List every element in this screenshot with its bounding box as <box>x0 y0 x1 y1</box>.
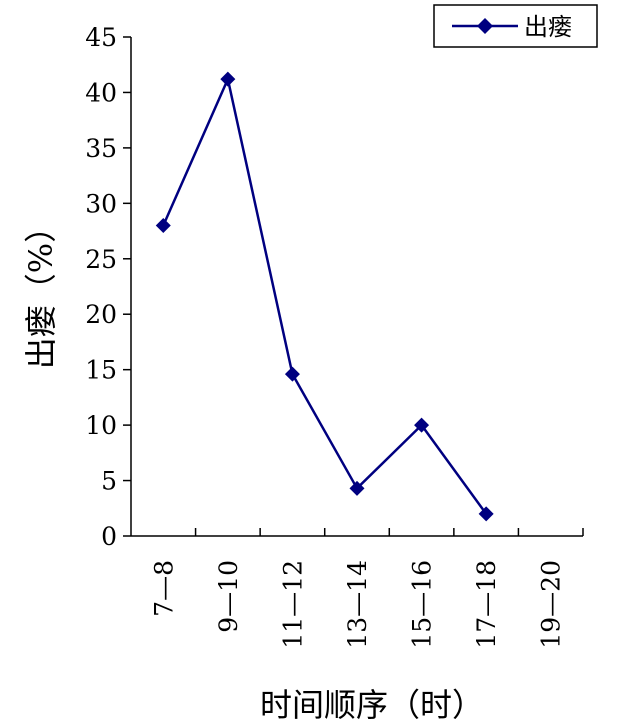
x-tick-label: 9—10 <box>214 560 243 633</box>
y-tick-label: 25 <box>85 245 117 274</box>
y-tick-label: 40 <box>85 78 117 107</box>
data-point-marker <box>155 218 171 234</box>
legend-diamond-marker <box>477 18 493 34</box>
x-tick-label: 7—8 <box>149 560 178 617</box>
data-point-marker <box>284 366 300 382</box>
x-tick-label: 17—18 <box>472 560 501 649</box>
y-tick-label: 35 <box>85 134 117 163</box>
y-tick-label: 15 <box>85 356 117 385</box>
x-tick-label: 11—12 <box>278 560 307 649</box>
y-tick-label: 10 <box>85 411 117 440</box>
data-point-marker <box>478 506 494 522</box>
legend-label: 出瘘 <box>524 13 572 41</box>
y-tick-label: 45 <box>85 23 117 52</box>
y-axis-title: 出瘘（%） <box>22 211 60 369</box>
data-point-marker <box>220 71 236 87</box>
x-tick-label: 15—16 <box>408 560 437 649</box>
legend: 出瘘 <box>433 4 598 48</box>
series-line <box>162 77 488 515</box>
y-tick-label: 20 <box>85 300 117 329</box>
data-point-marker <box>349 480 365 496</box>
data-point-marker <box>414 417 430 433</box>
x-tick-label: 19—20 <box>537 560 566 649</box>
series-layer <box>155 71 494 522</box>
y-tick-label: 0 <box>101 522 117 551</box>
y-tick-label: 30 <box>85 189 117 218</box>
y-tick-label: 5 <box>101 467 117 496</box>
x-tick-label: 13—14 <box>343 560 372 649</box>
y-axis: 0 5 10 15 20 25 30 35 40 45 <box>85 23 132 551</box>
x-axis-title: 时间顺序（时） <box>260 686 484 724</box>
x-axis: 7—8 9—10 11—12 13—14 15—16 17—18 19—20 <box>131 528 584 649</box>
